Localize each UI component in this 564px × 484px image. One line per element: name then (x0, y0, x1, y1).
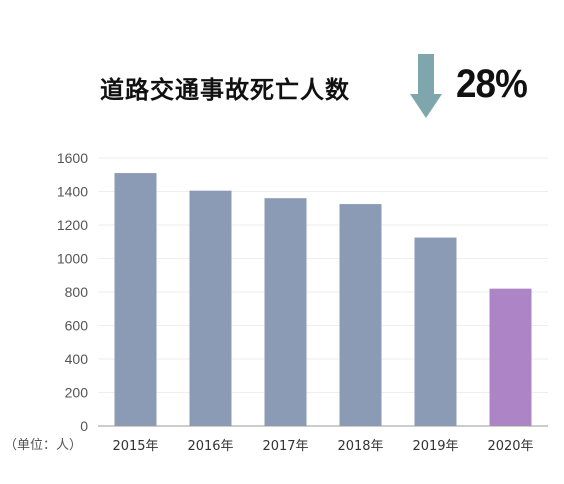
unit-label: （单位：人） (4, 438, 82, 453)
x-category-labels: 2015年 2016年 2017年 2018年 2019年 2020年 (112, 439, 533, 454)
y-tick-label: 200 (65, 385, 89, 401)
x-category-label: 2018年 (337, 439, 383, 454)
y-tick-label: 1000 (57, 251, 88, 267)
y-tick-label: 1600 (57, 150, 88, 166)
y-tick-labels: 0 200 400 600 800 1000 1200 1400 1600 (57, 150, 88, 434)
chart-title: 道路交通事故死亡人数 (100, 76, 350, 104)
bar-2020年 (489, 288, 532, 426)
grid-lines (98, 157, 548, 393)
y-tick-label: 1200 (57, 217, 88, 233)
y-tick-label: 1400 (57, 184, 88, 200)
bar-2017年 (264, 198, 307, 426)
bars (114, 173, 532, 426)
y-tick-label: 600 (65, 318, 89, 334)
bar-2016年 (189, 190, 232, 426)
x-category-label: 2019年 (412, 439, 458, 454)
y-tick-label: 0 (80, 418, 88, 434)
bar-2019年 (414, 237, 457, 426)
x-category-label: 2017年 (262, 439, 308, 454)
y-tick-label: 800 (65, 284, 89, 300)
y-tick-label: 400 (65, 351, 89, 367)
x-category-label: 2015年 (112, 439, 158, 454)
down-arrow-shaft (418, 54, 434, 94)
down-arrow-head (410, 94, 442, 118)
change-percent: 28% (456, 62, 528, 106)
bar-2018年 (339, 204, 382, 426)
x-category-label: 2020年 (487, 439, 533, 454)
x-category-label: 2016年 (187, 439, 233, 454)
bar-2015年 (114, 173, 157, 426)
down-arrow-icon (410, 54, 442, 118)
